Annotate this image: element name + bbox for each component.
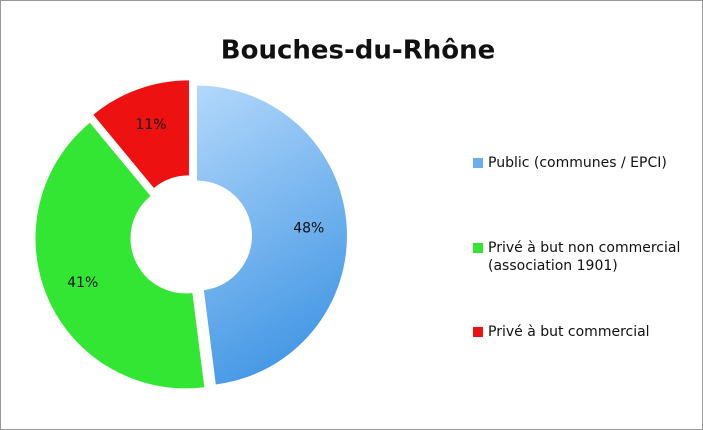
legend-item: Privé à but commercial (473, 323, 683, 341)
legend-swatch (473, 327, 483, 337)
legend-swatch (473, 158, 483, 168)
slice (196, 85, 347, 385)
legend-label: Privé à but non commercial (association … (488, 240, 681, 274)
slice (93, 80, 189, 188)
data-label: 48% (293, 221, 324, 237)
data-label: 41% (67, 275, 98, 291)
data-label: 11% (135, 117, 166, 133)
slice (35, 122, 205, 389)
legend-label: Privé à but commercial (488, 324, 650, 340)
legend-label: Public (communes / EPCI) (488, 155, 667, 171)
chart-title: Bouches-du-Rhône (221, 36, 495, 66)
legend-item: Public (communes / EPCI) (473, 154, 683, 172)
legend-item: Privé à but non commercial (association … (473, 239, 683, 275)
legend-swatch (473, 243, 483, 253)
